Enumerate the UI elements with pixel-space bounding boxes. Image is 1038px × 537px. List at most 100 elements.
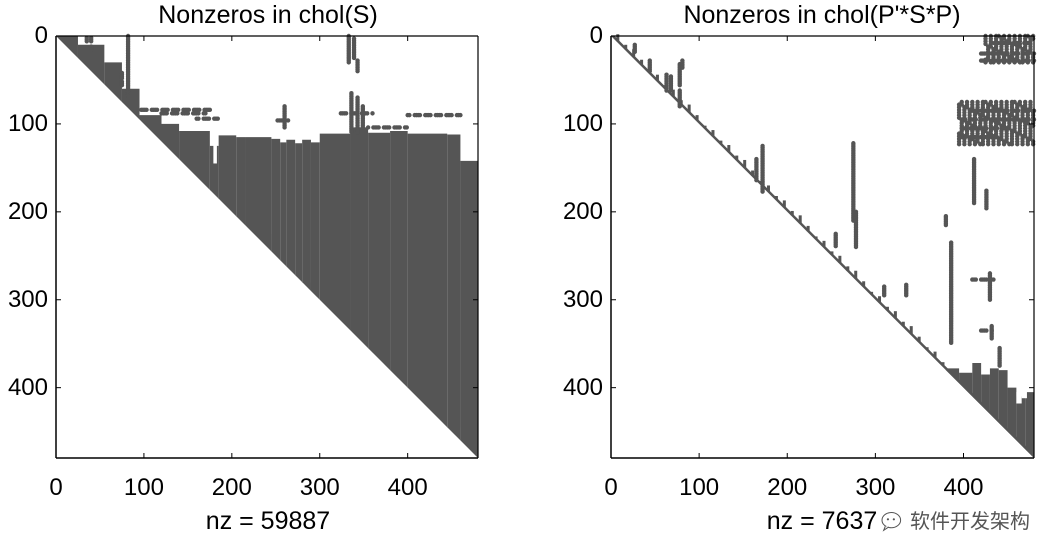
nonzero-block (179, 130, 210, 190)
nonzero-mark (680, 65, 685, 70)
nonzero-mark (885, 306, 889, 311)
nonzero-mark (351, 55, 357, 61)
y-tick-label: 400 (7, 373, 48, 401)
nonzero-mark (449, 112, 454, 118)
nonzero-mark (962, 141, 967, 147)
nonzero-mark (119, 83, 125, 88)
nonzero-mark (846, 266, 850, 271)
x-tick-label: 100 (123, 474, 164, 501)
nonzero-mark (984, 277, 989, 282)
nonzero-mark (668, 88, 674, 93)
nonzero-mark (711, 130, 715, 137)
nonzero-mark (925, 347, 929, 350)
nonzero-block (280, 142, 287, 267)
nonzero-mark (878, 296, 882, 303)
nonzero-mark (751, 170, 755, 176)
nonzero-mark (655, 74, 659, 81)
y-tick-label: 400 (562, 373, 603, 401)
nonzero-mark (355, 130, 360, 135)
nonzero-mark (458, 112, 463, 118)
nonzero-mark (973, 126, 979, 131)
nonzero-mark (973, 134, 979, 140)
nonzero-block (407, 133, 448, 428)
nonzero-mark (387, 125, 392, 130)
nonzero-block (218, 135, 237, 217)
nonzero-block (1007, 387, 1017, 441)
nonzero-mark (994, 51, 1000, 56)
nonzero-mark (1026, 51, 1031, 56)
nonzero-mark (782, 200, 786, 208)
nonzero-mark (995, 40, 1001, 46)
y-tick-label: 100 (7, 109, 48, 137)
nonzero-block (998, 370, 1008, 432)
nonzero-mark (417, 112, 423, 118)
nonzero-mark (963, 117, 968, 122)
nonzero-mark (963, 126, 968, 131)
nonzero-mark (941, 362, 945, 366)
nonzero-mark (1026, 108, 1031, 113)
nonzero-mark (376, 125, 381, 130)
nonzero-mark (695, 115, 699, 121)
nonzero-mark (984, 108, 989, 113)
nonzero-mark (206, 116, 212, 121)
nonzero-mark (438, 112, 444, 118)
nonzero-mark (346, 60, 351, 65)
nonzero-mark (985, 141, 991, 147)
nonzero-block (139, 115, 162, 142)
wechat-icon (881, 512, 902, 532)
y-tick-label: 100 (562, 109, 603, 137)
nonzero-mark (671, 89, 675, 97)
nonzero-block (1025, 392, 1034, 458)
chart-title: Nonzeros in chol(P'*S*P) (683, 1, 961, 29)
nonzero-mark (881, 293, 887, 298)
nonzero-mark (360, 125, 366, 130)
nonzero-block (972, 363, 982, 406)
nonzero-block (104, 62, 122, 102)
nonzero-block (236, 137, 246, 226)
nonzero-mark (215, 116, 220, 121)
nonzero-mark (743, 159, 747, 168)
x-tick-label: 300 (299, 474, 340, 501)
nonzero-mark (647, 68, 652, 74)
nonzero-mark (909, 326, 913, 335)
nonzero-mark (984, 117, 989, 122)
nonzero-mark (984, 134, 989, 140)
nonzero-mark (1015, 58, 1021, 63)
nonzero-mark (407, 112, 412, 118)
nonzero-mark (677, 104, 682, 109)
nonzero-mark (1006, 40, 1011, 46)
nonzero-block (368, 132, 391, 371)
y-tick-label: 0 (589, 22, 603, 49)
nonzero-mark (1005, 117, 1010, 122)
nonzero-mark (397, 125, 402, 130)
nonzero-mark (616, 34, 620, 42)
nonzero-mark (285, 118, 291, 123)
nonzero-mark (165, 107, 170, 113)
watermark-text: 软件开发架构 (910, 509, 1030, 533)
nonzero-mark (84, 39, 89, 44)
x-axis-label: nz = 59887 (205, 507, 331, 535)
nonzero-mark (1005, 126, 1010, 131)
nonzero-mark (854, 270, 858, 279)
nonzero-block (121, 88, 140, 120)
nonzero-mark (1001, 141, 1007, 147)
nonzero-mark (991, 277, 996, 282)
nonzero-block (286, 139, 296, 276)
zero-gap (213, 137, 217, 164)
nonzero-mark (984, 206, 989, 211)
nonzero-mark (972, 141, 978, 147)
nonzero-mark (640, 59, 644, 66)
nonzero-mark (154, 107, 160, 113)
nonzero-mark (203, 111, 208, 116)
nonzero-mark (980, 141, 986, 147)
nonzero-mark (677, 83, 682, 88)
x-tick-label: 0 (604, 474, 618, 501)
nonzero-mark (994, 58, 1000, 63)
nonzero-mark (943, 222, 949, 228)
nonzero-block (319, 133, 351, 331)
nonzero-block (245, 137, 272, 252)
nonzero-mark (1026, 58, 1031, 63)
nonzero-mark (176, 107, 181, 113)
x-tick-label: 300 (855, 474, 896, 501)
